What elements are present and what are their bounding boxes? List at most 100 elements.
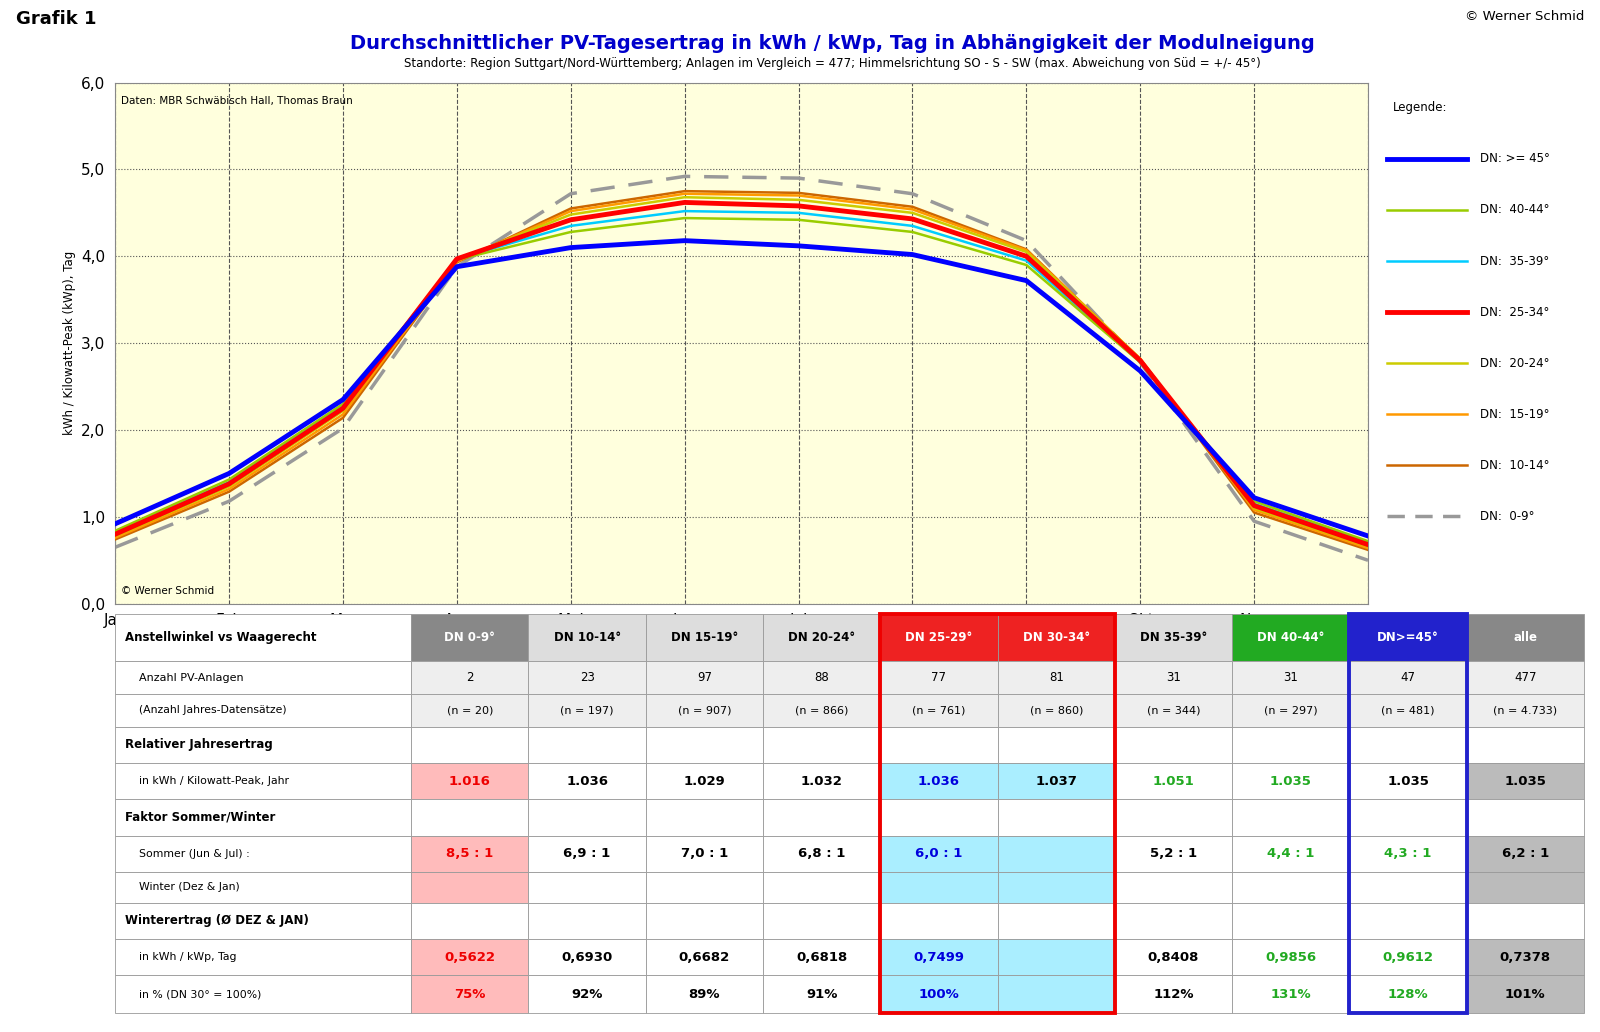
Bar: [1349, 727, 1467, 763]
Bar: [763, 694, 880, 727]
Bar: [763, 799, 880, 836]
Text: © Werner Schmid: © Werner Schmid: [1464, 10, 1584, 24]
Bar: [1115, 939, 1232, 975]
Text: 0,8408: 0,8408: [1147, 950, 1200, 964]
Text: 0,9856: 0,9856: [1266, 950, 1317, 964]
Bar: [646, 939, 763, 975]
Bar: [763, 727, 880, 763]
Bar: [1232, 763, 1349, 799]
Bar: [646, 903, 763, 939]
Bar: [1115, 836, 1232, 872]
Bar: [1349, 694, 1467, 727]
Text: DN 25-29°: DN 25-29°: [906, 632, 973, 644]
Text: Winter (Dez & Jan): Winter (Dez & Jan): [125, 882, 240, 893]
Bar: [1115, 694, 1232, 727]
Bar: [998, 614, 1115, 662]
Text: 0,6930: 0,6930: [562, 950, 613, 964]
Text: (n = 297): (n = 297): [1264, 705, 1318, 715]
Bar: [1467, 903, 1584, 939]
Bar: [528, 763, 646, 799]
Bar: [115, 763, 411, 799]
Bar: [1232, 799, 1349, 836]
Text: (n = 20): (n = 20): [446, 705, 493, 715]
Bar: [1467, 939, 1584, 975]
Bar: [763, 872, 880, 903]
Text: 1.037: 1.037: [1035, 775, 1077, 787]
Bar: [115, 939, 411, 975]
Bar: [880, 939, 998, 975]
Text: Anzahl PV-Anlagen: Anzahl PV-Anlagen: [125, 673, 243, 682]
Text: Durchschnittlicher PV-Tagesertrag in kWh / kWp, Tag in Abhängigkeit der Modulnei: Durchschnittlicher PV-Tagesertrag in kWh…: [350, 34, 1314, 53]
Bar: [880, 614, 998, 662]
Bar: [1467, 975, 1584, 1013]
Bar: [1349, 975, 1467, 1013]
Bar: [998, 799, 1115, 836]
Bar: [1349, 614, 1467, 1013]
Text: (n = 4.733): (n = 4.733): [1493, 705, 1557, 715]
Bar: [1349, 614, 1467, 662]
Bar: [1467, 662, 1584, 694]
Bar: [998, 836, 1115, 872]
Text: 1.035: 1.035: [1270, 775, 1312, 787]
Text: (n = 197): (n = 197): [560, 705, 614, 715]
Bar: [1467, 614, 1584, 662]
Bar: [763, 903, 880, 939]
Bar: [998, 872, 1115, 903]
Text: 477: 477: [1514, 671, 1536, 684]
Bar: [528, 799, 646, 836]
Text: in kWh / kWp, Tag: in kWh / kWp, Tag: [125, 953, 237, 962]
Text: 8,5 : 1: 8,5 : 1: [446, 847, 493, 860]
Bar: [411, 939, 528, 975]
Bar: [763, 975, 880, 1013]
Text: in % (DN 30° = 100%): in % (DN 30° = 100%): [125, 990, 261, 999]
Text: 2: 2: [466, 671, 474, 684]
Text: 81: 81: [1050, 671, 1064, 684]
Text: DN:  10-14°: DN: 10-14°: [1480, 459, 1549, 472]
Bar: [1115, 872, 1232, 903]
Bar: [763, 939, 880, 975]
Bar: [115, 799, 411, 836]
Text: 0,6818: 0,6818: [797, 950, 848, 964]
Text: DN 40-44°: DN 40-44°: [1258, 632, 1325, 644]
Text: (Anzahl Jahres-Datensätze): (Anzahl Jahres-Datensätze): [125, 705, 286, 715]
Bar: [411, 799, 528, 836]
Text: 5,2 : 1: 5,2 : 1: [1150, 847, 1197, 860]
Text: (n = 907): (n = 907): [678, 705, 731, 715]
Text: 77: 77: [931, 671, 947, 684]
Bar: [528, 872, 646, 903]
Text: 6,8 : 1: 6,8 : 1: [798, 847, 845, 860]
Bar: [646, 662, 763, 694]
Bar: [998, 975, 1115, 1013]
Text: DN 20-24°: DN 20-24°: [789, 632, 856, 644]
Text: 88: 88: [814, 671, 829, 684]
Text: © Werner Schmid: © Werner Schmid: [122, 586, 214, 595]
Bar: [1115, 662, 1232, 694]
Bar: [528, 975, 646, 1013]
Text: Winterertrag (Ø DEZ & JAN): Winterertrag (Ø DEZ & JAN): [125, 914, 309, 928]
Text: 1.035: 1.035: [1387, 775, 1429, 787]
Text: Grafik 1: Grafik 1: [16, 10, 96, 28]
Bar: [880, 727, 998, 763]
Bar: [115, 836, 411, 872]
Bar: [411, 614, 528, 662]
Text: (n = 866): (n = 866): [795, 705, 848, 715]
Bar: [411, 975, 528, 1013]
Text: (n = 860): (n = 860): [1029, 705, 1083, 715]
Bar: [115, 614, 411, 662]
Bar: [646, 763, 763, 799]
Text: DN>=45°: DN>=45°: [1378, 632, 1438, 644]
Bar: [115, 727, 411, 763]
Text: 1.051: 1.051: [1152, 775, 1194, 787]
Bar: [1467, 836, 1584, 872]
Text: DN 30-34°: DN 30-34°: [1022, 632, 1090, 644]
Bar: [880, 694, 998, 727]
Text: Faktor Sommer/Winter: Faktor Sommer/Winter: [125, 811, 275, 824]
Bar: [1232, 727, 1349, 763]
Text: 1.036: 1.036: [566, 775, 608, 787]
Text: DN:  15-19°: DN: 15-19°: [1480, 408, 1549, 421]
Bar: [1349, 903, 1467, 939]
Bar: [646, 694, 763, 727]
Bar: [1232, 662, 1349, 694]
Bar: [1115, 799, 1232, 836]
Text: Daten: MBR Schwäbisch Hall, Thomas Braun: Daten: MBR Schwäbisch Hall, Thomas Braun: [122, 96, 354, 105]
